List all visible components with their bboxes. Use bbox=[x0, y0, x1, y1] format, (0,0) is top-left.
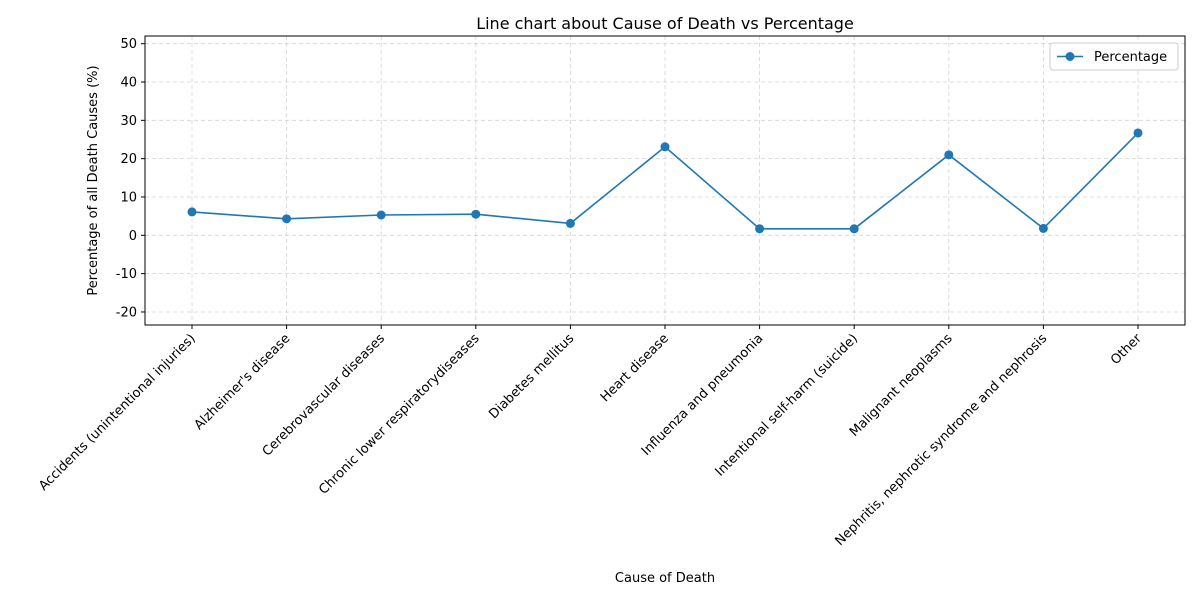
x-tick-label: Accidents (unintentional injuries) bbox=[36, 331, 199, 494]
y-tick-label: -10 bbox=[116, 267, 137, 282]
y-tick-label: 10 bbox=[120, 190, 137, 205]
legend-marker bbox=[1065, 52, 1075, 61]
axes: -20 -10 0 10 20 30 40 50 Accidents (unintentiona… bbox=[36, 35, 1186, 549]
x-tick-label: Alzheimer's disease bbox=[192, 331, 294, 433]
grid bbox=[145, 36, 1185, 325]
x-tick-label: Chronic lower respiratorydiseases bbox=[316, 331, 483, 498]
y-tick-label: -20 bbox=[116, 305, 137, 320]
y-tick-label: 30 bbox=[120, 114, 137, 129]
data-point bbox=[1038, 223, 1048, 233]
series-layer bbox=[187, 128, 1143, 234]
y-tick-label: 0 bbox=[129, 229, 137, 244]
data-point bbox=[282, 214, 292, 224]
x-tick-label: Heart disease bbox=[598, 331, 672, 405]
legend-box bbox=[1049, 42, 1179, 71]
data-point bbox=[660, 142, 670, 152]
x-tick-label: Nephritis, nephrotic syndrome and nephro… bbox=[833, 331, 1051, 549]
chart-title: Line chart about Cause of Death vs Perce… bbox=[476, 14, 854, 33]
legend: Percentage bbox=[1049, 42, 1179, 71]
data-point bbox=[187, 207, 197, 217]
legend-entry: Percentage bbox=[1094, 50, 1167, 65]
y-tick-label: 20 bbox=[120, 152, 137, 167]
y-axis-label: Percentage of all Death Causes (%) bbox=[86, 65, 101, 295]
x-axis-label: Cause of Death bbox=[615, 571, 715, 586]
data-point bbox=[944, 150, 954, 160]
data-point bbox=[1133, 128, 1143, 138]
y-tick-label: 50 bbox=[120, 37, 137, 52]
data-point bbox=[565, 218, 575, 228]
x-tick-label: Diabetes mellitus bbox=[486, 331, 577, 422]
x-tick-label: Other bbox=[1108, 331, 1145, 368]
data-point bbox=[376, 210, 386, 220]
x-tick-label: Malignant neoplasms bbox=[847, 331, 956, 440]
data-point bbox=[471, 209, 481, 219]
y-tick-label: 40 bbox=[120, 75, 137, 90]
data-point bbox=[849, 224, 859, 234]
data-point bbox=[755, 224, 765, 234]
